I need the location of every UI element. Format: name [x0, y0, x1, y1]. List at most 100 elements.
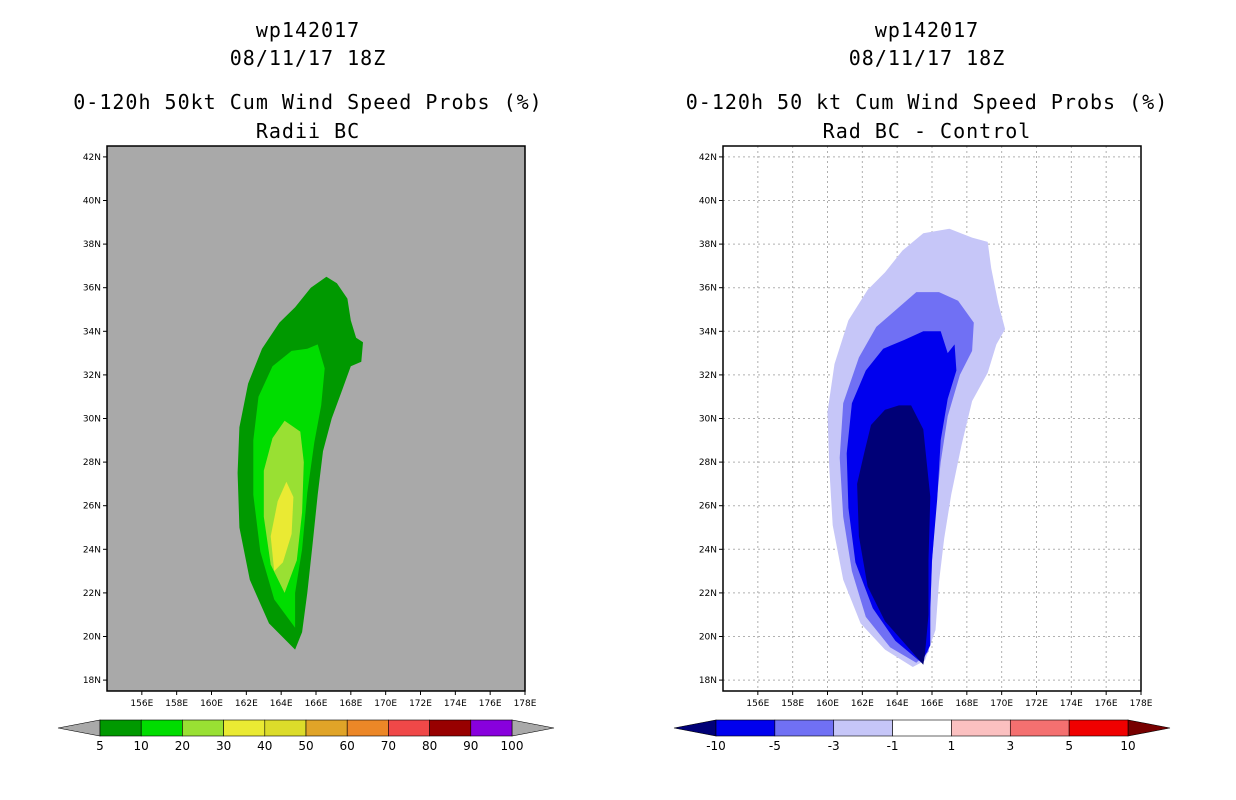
left-ytick-32N: 32N — [83, 371, 101, 381]
left-xtick-160E: 160E — [200, 699, 223, 709]
right-xtick-160E: 160E — [816, 699, 839, 709]
right-ytick-32N: 32N — [699, 371, 717, 381]
right-colorbar-label-3: 3 — [1006, 739, 1014, 753]
left-xtick-156E: 156E — [130, 699, 153, 709]
left-ytick-18N: 18N — [83, 676, 101, 686]
left-ytick-26N: 26N — [83, 502, 101, 512]
left-ytick-40N: 40N — [83, 197, 101, 207]
left-xtick-172E: 172E — [409, 699, 432, 709]
right-colorbar-swatch — [774, 719, 835, 737]
left-ytick-22N: 22N — [83, 589, 101, 599]
right-ytick-42N: 42N — [699, 153, 717, 163]
left-xtick-174E: 174E — [444, 699, 467, 709]
right-colorbar-high-arrow — [1127, 719, 1171, 737]
left-colorbar-label-50: 50 — [298, 739, 313, 753]
right-colorbar-swatch — [951, 719, 1011, 737]
left-colorbar-label-20: 20 — [175, 739, 190, 753]
right-ytick-20N: 20N — [699, 633, 717, 643]
right-xtick-158E: 158E — [781, 699, 804, 709]
right-colorbar-swatch — [715, 719, 776, 737]
right-xtick-156E: 156E — [746, 699, 769, 709]
right-ytick-24N: 24N — [699, 545, 717, 555]
left-ytick-42N: 42N — [83, 153, 101, 163]
left-probability-map: 156E 158E 160E 162E 164E 166E 168E 170E 172E 174E… — [83, 145, 537, 709]
right-ytick-38N: 38N — [699, 240, 717, 250]
right-colorbar-low-arrow — [673, 719, 717, 737]
right-colorbar-label--3: -3 — [828, 739, 840, 753]
right-colorbar-swatch — [892, 719, 952, 737]
right-xtick-168E: 168E — [955, 699, 978, 709]
left-xtick-162E: 162E — [235, 699, 258, 709]
right-colorbar-swatch — [1009, 719, 1070, 737]
left-xtick-166E: 166E — [305, 699, 328, 709]
right-ytick-26N: 26N — [699, 502, 717, 512]
right-ytick-28N: 28N — [699, 458, 717, 468]
right-colorbar-label--10: -10 — [706, 739, 726, 753]
left-storm-id: wp142017 — [255, 18, 361, 42]
left-chart-subtitle: Radii BC — [255, 119, 361, 143]
left-chart-title: 0-120h 50kt Cum Wind Speed Probs (%) — [73, 90, 543, 114]
left-colorbar-low-arrow — [57, 719, 101, 737]
right-colorbar-label-10: 10 — [1120, 739, 1135, 753]
left-colorbar-swatch — [264, 719, 307, 737]
right-chart-subtitle: Rad BC - Control — [822, 119, 1032, 143]
left-xtick-176E: 176E — [479, 699, 502, 709]
left-colorbar-swatch — [388, 719, 430, 737]
left-colorbar-swatch — [470, 719, 513, 737]
left-colorbar-label-10: 10 — [134, 739, 149, 753]
left-ytick-34N: 34N — [83, 327, 101, 337]
right-xtick-164E: 164E — [886, 699, 909, 709]
left-xtick-158E: 158E — [165, 699, 188, 709]
right-ytick-36N: 36N — [699, 284, 717, 294]
right-xtick-178E: 178E — [1130, 699, 1153, 709]
right-chart-title: 0-120h 50 kt Cum Wind Speed Probs (%) — [685, 90, 1169, 114]
left-colorbar-label-60: 60 — [340, 739, 355, 753]
right-colorbar-label--5: -5 — [769, 739, 781, 753]
left-ytick-28N: 28N — [83, 458, 101, 468]
right-ytick-18N: 18N — [699, 676, 717, 686]
right-xtick-172E: 172E — [1025, 699, 1048, 709]
left-colorbar-label-40: 40 — [257, 739, 272, 753]
right-colorbar-swatch — [1068, 719, 1129, 737]
left-ytick-36N: 36N — [83, 284, 101, 294]
left-colorbar-swatch — [182, 719, 224, 737]
left-xtick-178E: 178E — [514, 699, 537, 709]
left-colorbar-label-5: 5 — [96, 739, 104, 753]
right-ytick-30N: 30N — [699, 415, 717, 425]
left-ytick-38N: 38N — [83, 240, 101, 250]
left-ytick-20N: 20N — [83, 633, 101, 643]
right-xtick-170E: 170E — [990, 699, 1013, 709]
left-colorbar-swatch — [140, 719, 183, 737]
left-colorbar-high-arrow — [511, 719, 555, 737]
left-colorbar-swatch — [429, 719, 472, 737]
left-colorbar: 5 10 20 30 40 50 60 70 80 90 100 — [57, 719, 555, 753]
right-storm-id: wp142017 — [874, 18, 980, 42]
left-colorbar-label-70: 70 — [381, 739, 396, 753]
left-xtick-164E: 164E — [270, 699, 293, 709]
right-xtick-176E: 176E — [1095, 699, 1118, 709]
left-contour-30 — [270, 481, 294, 572]
right-contour-neg10 — [857, 405, 931, 665]
left-colorbar-swatch — [305, 719, 348, 737]
left-xtick-170E: 170E — [374, 699, 397, 709]
left-colorbar-label-30: 30 — [216, 739, 231, 753]
left-colorbar-label-100: 100 — [501, 739, 524, 753]
left-ytick-30N: 30N — [83, 415, 101, 425]
right-xtick-174E: 174E — [1060, 699, 1083, 709]
right-xtick-162E: 162E — [851, 699, 874, 709]
left-colorbar-label-90: 90 — [463, 739, 478, 753]
left-datetime: 08/11/17 18Z — [229, 46, 387, 70]
right-colorbar-label-5: 5 — [1065, 739, 1073, 753]
right-ytick-40N: 40N — [699, 197, 717, 207]
right-colorbar-label--1: -1 — [887, 739, 899, 753]
left-colorbar-swatch — [223, 719, 266, 737]
right-colorbar: -10 -5 -3 -1 1 3 5 10 — [673, 719, 1171, 753]
left-ytick-24N: 24N — [83, 545, 101, 555]
right-ytick-22N: 22N — [699, 589, 717, 599]
right-datetime: 08/11/17 18Z — [848, 46, 1006, 70]
left-xtick-168E: 168E — [339, 699, 362, 709]
right-difference-map: 156E 158E 160E 162E 164E 166E 168E 170E 172E 174E… — [699, 145, 1153, 709]
left-colorbar-swatch — [346, 719, 389, 737]
right-colorbar-swatch — [833, 719, 893, 737]
right-colorbar-label-1: 1 — [948, 739, 956, 753]
